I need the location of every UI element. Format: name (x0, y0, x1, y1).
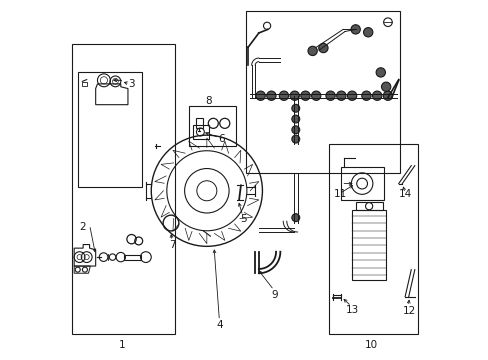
Circle shape (291, 214, 299, 222)
Circle shape (279, 91, 288, 100)
Text: 5: 5 (240, 215, 246, 224)
Circle shape (381, 82, 390, 91)
Circle shape (307, 46, 317, 55)
Text: 6: 6 (218, 134, 224, 144)
Circle shape (336, 91, 346, 100)
Text: 12: 12 (402, 306, 415, 316)
Text: 10: 10 (365, 340, 378, 350)
Text: 4: 4 (216, 320, 222, 330)
Circle shape (266, 91, 276, 100)
Circle shape (289, 91, 299, 100)
Circle shape (291, 104, 299, 112)
Text: 11: 11 (333, 189, 346, 199)
Circle shape (325, 91, 335, 100)
Circle shape (372, 91, 381, 100)
Circle shape (346, 91, 356, 100)
Circle shape (361, 91, 370, 100)
Text: 14: 14 (398, 189, 412, 199)
Text: 7: 7 (169, 239, 176, 249)
Circle shape (255, 91, 265, 100)
Text: 1: 1 (119, 340, 125, 350)
Circle shape (291, 126, 299, 134)
Text: 2: 2 (79, 222, 85, 231)
Text: 9: 9 (271, 290, 278, 300)
Text: 8: 8 (205, 96, 211, 106)
Circle shape (318, 43, 327, 53)
Text: 3: 3 (128, 79, 135, 89)
Circle shape (291, 115, 299, 123)
Circle shape (311, 91, 320, 100)
Circle shape (291, 135, 299, 143)
Text: 13: 13 (345, 305, 358, 315)
Circle shape (375, 68, 385, 77)
Circle shape (300, 91, 309, 100)
Circle shape (383, 91, 392, 100)
Circle shape (363, 28, 372, 37)
Circle shape (350, 25, 360, 34)
